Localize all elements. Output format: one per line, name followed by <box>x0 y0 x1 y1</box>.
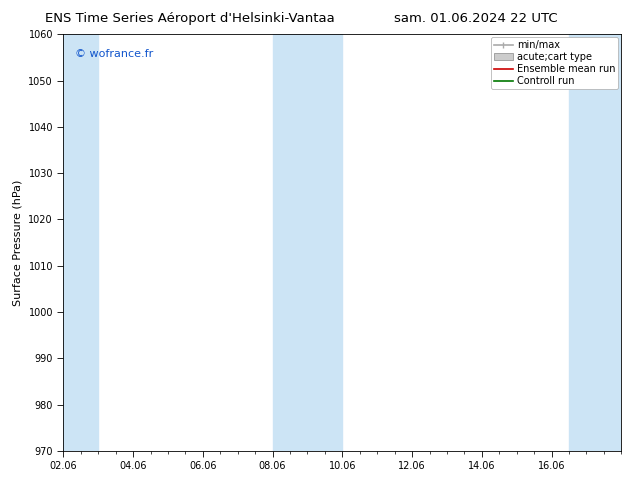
Y-axis label: Surface Pressure (hPa): Surface Pressure (hPa) <box>13 179 23 306</box>
Legend: min/max, acute;cart type, Ensemble mean run, Controll run: min/max, acute;cart type, Ensemble mean … <box>491 37 618 89</box>
Text: © wofrance.fr: © wofrance.fr <box>75 49 153 59</box>
Bar <box>273 34 342 451</box>
Bar <box>569 34 621 451</box>
Bar <box>63 34 98 451</box>
Text: sam. 01.06.2024 22 UTC: sam. 01.06.2024 22 UTC <box>394 12 557 25</box>
Text: ENS Time Series Aéroport d'Helsinki-Vantaa: ENS Time Series Aéroport d'Helsinki-Vant… <box>45 12 335 25</box>
